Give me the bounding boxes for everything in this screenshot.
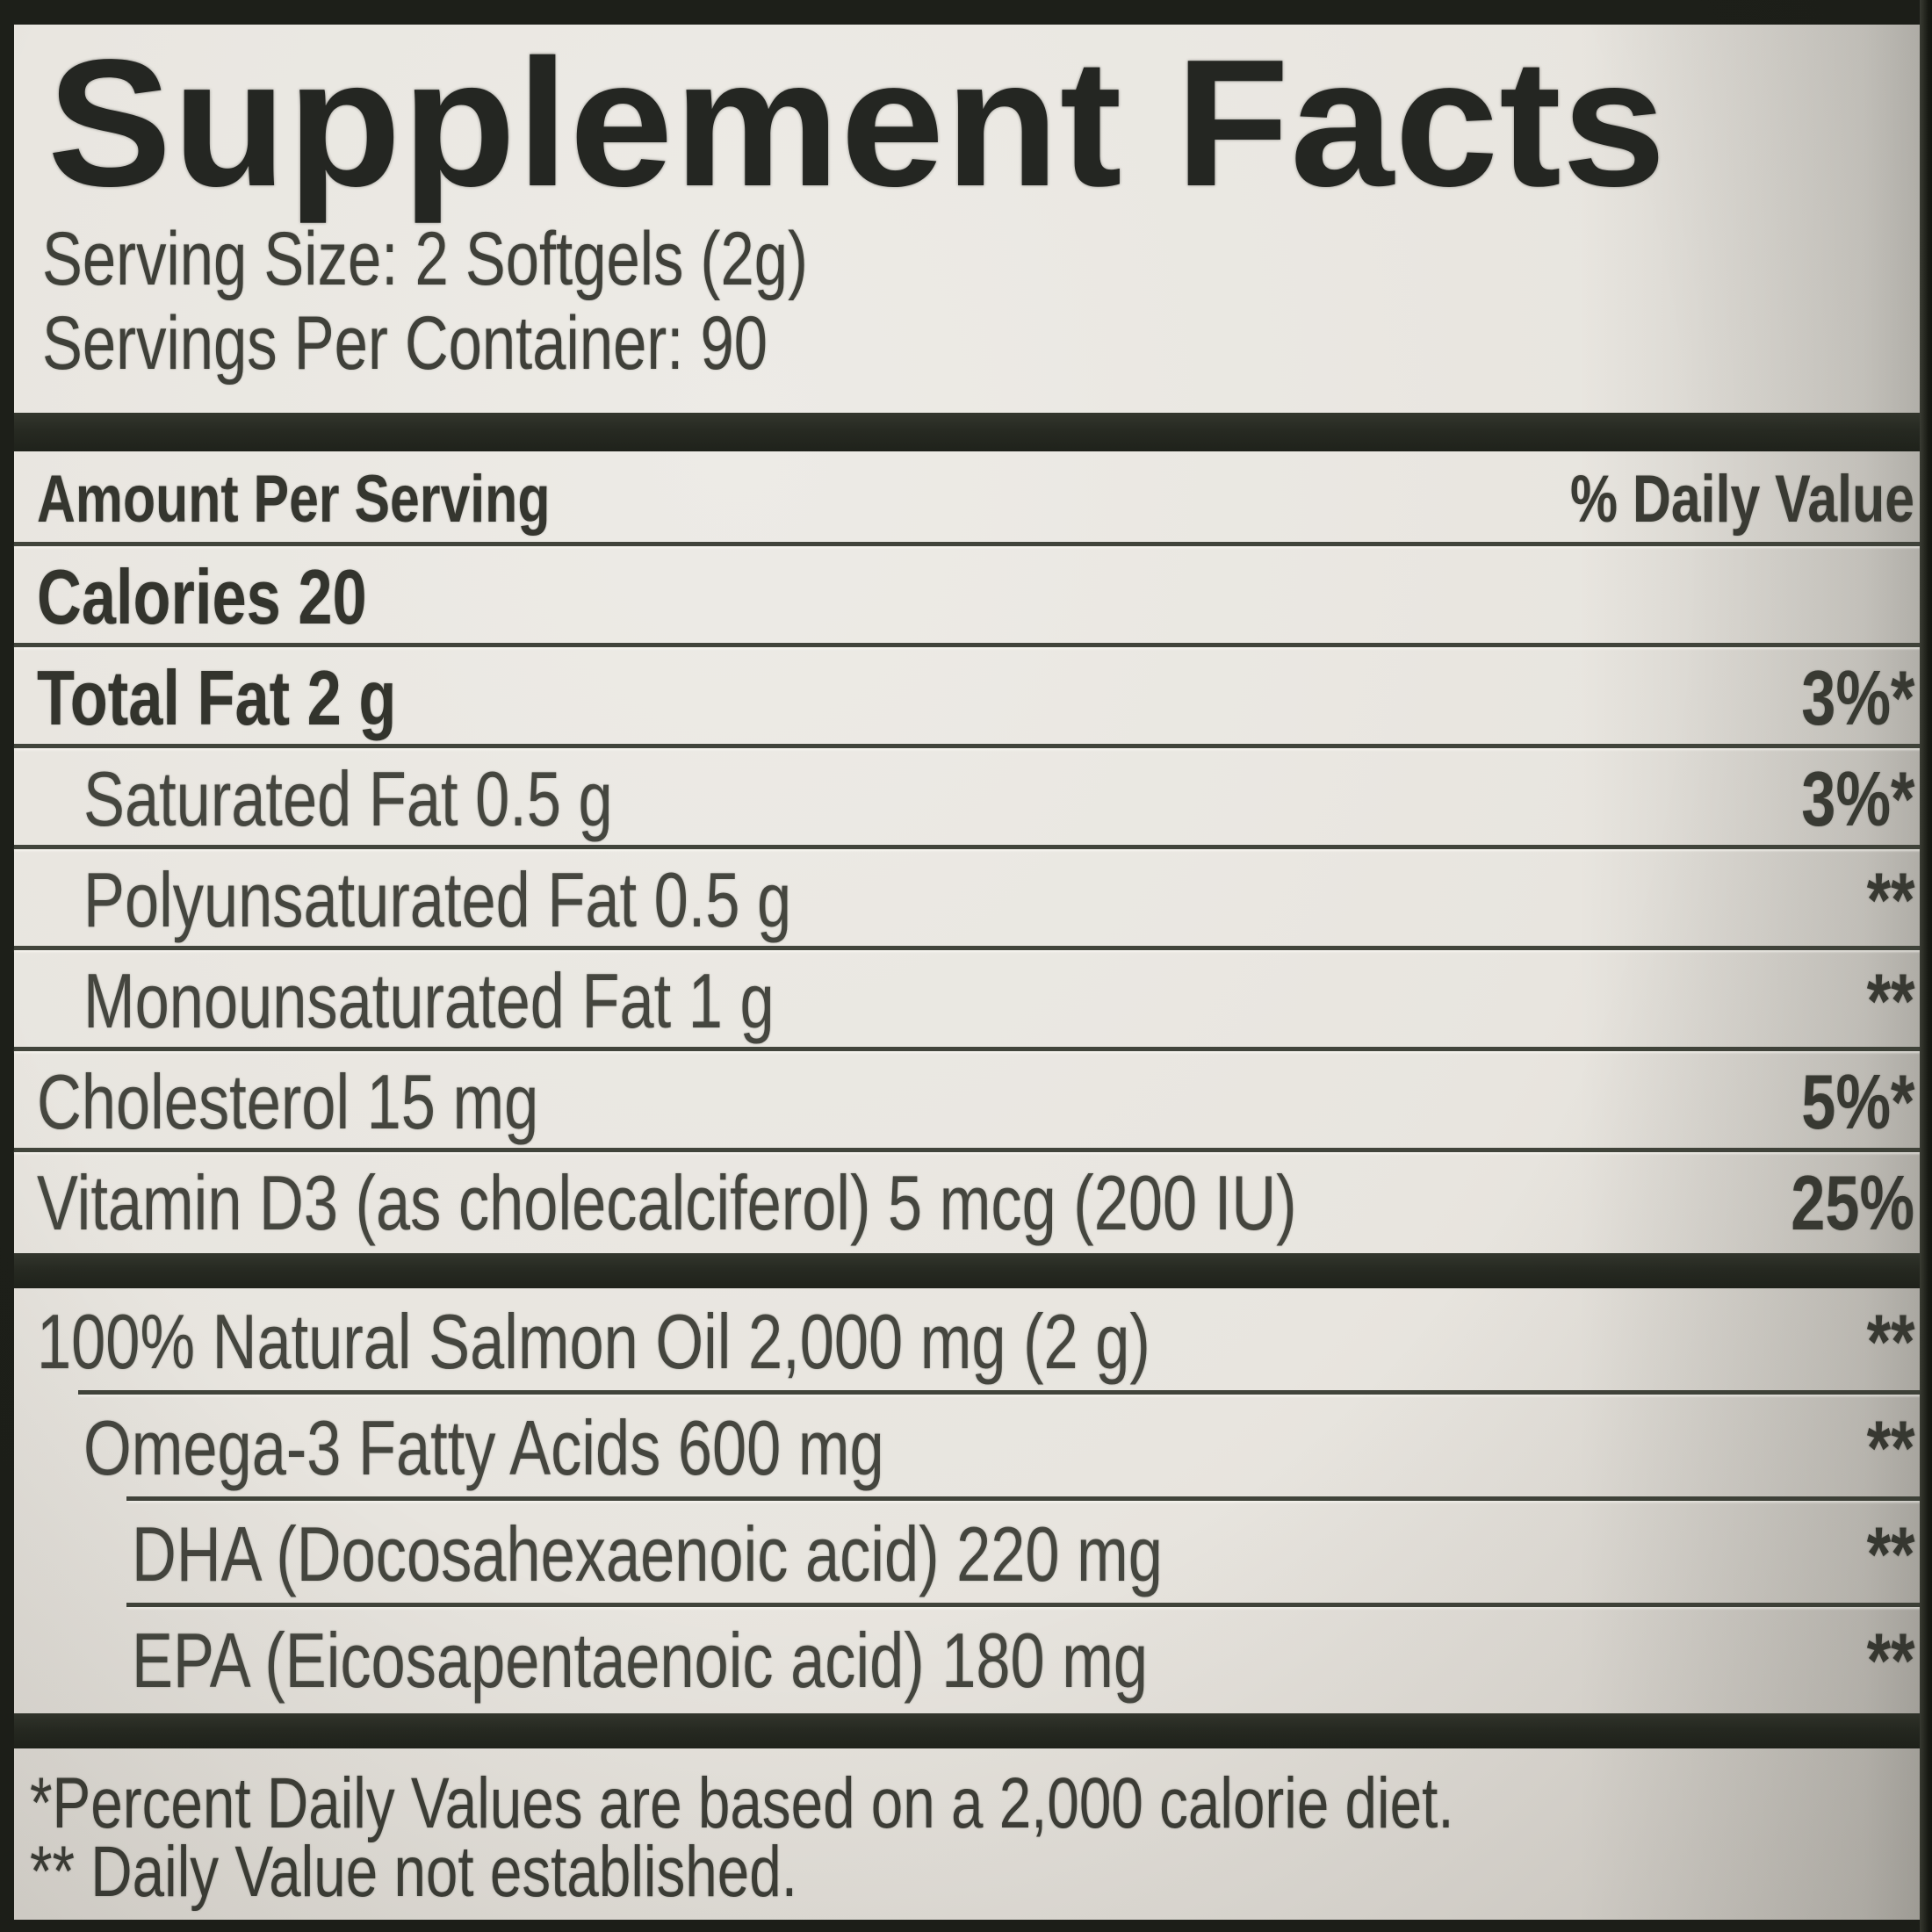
row-monounsaturated-fat: Monounsaturated Fat 1 g **	[14, 950, 1921, 1051]
row-salmon-oil: 100% Natural Salmon Oil 2,000 mg (2 g) **	[14, 1288, 1921, 1395]
footnote-not-established: ** Daily Value not established.	[30, 1832, 1921, 1912]
vitamin-d3-daily-value: 25%	[1791, 1158, 1914, 1246]
section-divider-bar-top	[14, 413, 1921, 451]
monounsaturated-fat-daily-value: **	[1866, 956, 1914, 1044]
servings-per-container-line: Servings Per Container: 90	[42, 301, 1921, 386]
serving-size-line: Serving Size: 2 Softgels (2g)	[42, 217, 1921, 301]
footnote-daily-values: *Percent Daily Values are based on a 2,0…	[30, 1763, 1921, 1843]
row-omega-3-fatty-acids: Omega-3 Fatty Acids 600 mg **	[14, 1395, 1921, 1501]
polyunsaturated-fat-daily-value: **	[1866, 855, 1914, 943]
servings-per-container-text: Servings Per Container: 90	[42, 301, 768, 386]
dha-daily-value: **	[1866, 1510, 1914, 1597]
panel-header: Supplement Facts	[14, 25, 1921, 213]
section-divider-bar-middle	[14, 1253, 1921, 1288]
calories-label: Calories 20	[37, 552, 367, 640]
section-divider-bar-bottom	[14, 1713, 1921, 1748]
footnote-not-established-text: ** Daily Value not established.	[30, 1832, 797, 1912]
total-fat-label: Total Fat 2 g	[37, 653, 397, 741]
dha-label: DHA (Docosahexaenoic acid) 220 mg	[132, 1510, 1163, 1597]
footnotes: *Percent Daily Values are based on a 2,0…	[14, 1748, 1921, 1912]
row-saturated-fat: Saturated Fat 0.5 g 3%*	[14, 748, 1921, 849]
row-dha: DHA (Docosahexaenoic acid) 220 mg **	[14, 1501, 1921, 1607]
panel-title: Supplement Facts	[47, 22, 1667, 225]
salmon-oil-daily-value: **	[1866, 1297, 1914, 1385]
polyunsaturated-fat-label: Polyunsaturated Fat 0.5 g	[83, 855, 792, 943]
omega-3-fatty-acids-daily-value: **	[1866, 1403, 1914, 1491]
row-calories: Calories 20	[14, 546, 1921, 647]
row-epa: EPA (Eicosapentaenoic acid) 180 mg **	[14, 1607, 1921, 1713]
row-polyunsaturated-fat: Polyunsaturated Fat 0.5 g **	[14, 849, 1921, 950]
cholesterol-label: Cholesterol 15 mg	[37, 1057, 539, 1145]
omega-3-fatty-acids-label: Omega-3 Fatty Acids 600 mg	[83, 1403, 884, 1491]
vitamin-d3-label: Vitamin D3 (as cholecalciferol) 5 mcg (2…	[37, 1158, 1297, 1246]
salmon-oil-label: 100% Natural Salmon Oil 2,000 mg (2 g)	[37, 1297, 1150, 1385]
cholesterol-daily-value: 5%*	[1800, 1057, 1914, 1145]
saturated-fat-label: Saturated Fat 0.5 g	[83, 754, 613, 842]
amount-per-serving-header: Amount Per Serving	[37, 461, 551, 537]
supplement-facts-panel: Supplement Facts Serving Size: 2 Softgel…	[14, 25, 1921, 1920]
footnote-daily-values-text: *Percent Daily Values are based on a 2,0…	[30, 1763, 1454, 1843]
table-header-row: Amount Per Serving % Daily Value	[14, 451, 1921, 546]
photo-edge-shadow	[1920, 0, 1932, 1932]
row-vitamin-d3: Vitamin D3 (as cholecalciferol) 5 mcg (2…	[14, 1152, 1921, 1253]
row-total-fat: Total Fat 2 g 3%*	[14, 647, 1921, 748]
row-cholesterol: Cholesterol 15 mg 5%*	[14, 1051, 1921, 1152]
nutrients-section: Calories 20 Total Fat 2 g 3%* Saturated Fat…	[14, 546, 1921, 1253]
monounsaturated-fat-label: Monounsaturated Fat 1 g	[83, 956, 775, 1044]
oil-ingredients-section: 100% Natural Salmon Oil 2,000 mg (2 g) **…	[14, 1288, 1921, 1713]
daily-value-header: % Daily Value	[1569, 461, 1914, 537]
total-fat-daily-value: 3%*	[1800, 653, 1914, 741]
serving-info: Serving Size: 2 Softgels (2g) Servings P…	[14, 198, 1921, 413]
saturated-fat-daily-value: 3%*	[1800, 754, 1914, 842]
epa-daily-value: **	[1866, 1616, 1914, 1704]
epa-label: EPA (Eicosapentaenoic acid) 180 mg	[132, 1616, 1149, 1704]
serving-size-text: Serving Size: 2 Softgels (2g)	[42, 217, 808, 301]
